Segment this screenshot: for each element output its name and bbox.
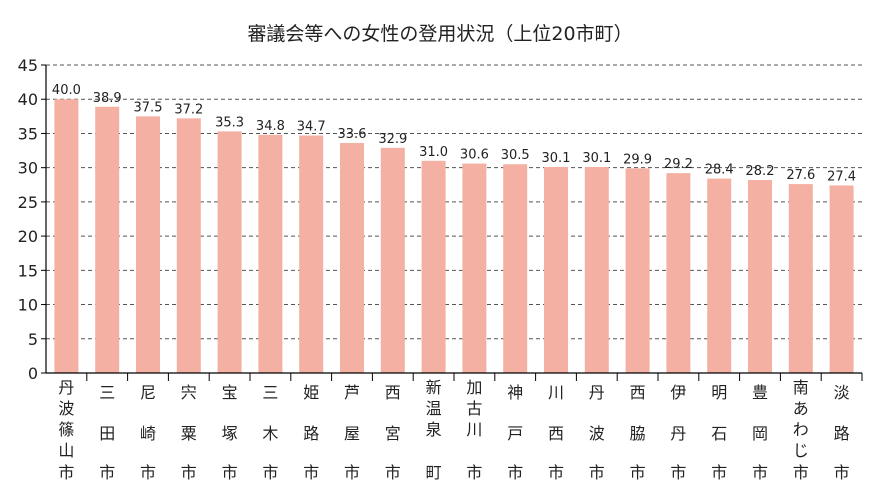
bar bbox=[625, 168, 650, 373]
x-tick-label: 淡路市 bbox=[834, 383, 850, 482]
data-label: 40.0 bbox=[52, 83, 81, 98]
data-label: 27.6 bbox=[786, 168, 815, 183]
x-tick-label: 芦屋市 bbox=[344, 383, 360, 482]
bar bbox=[217, 131, 242, 373]
gridlines bbox=[46, 64, 862, 340]
y-tick-label: 35 bbox=[18, 124, 38, 143]
data-label: 28.2 bbox=[746, 164, 775, 179]
data-label: 34.7 bbox=[297, 119, 326, 134]
x-tick-label: 丹波市 bbox=[589, 383, 605, 482]
x-axis: 丹波篠山市 三田市 尼崎市 宍粟市 宝塚市 三木市 姫路市 芦屋市 西宮市 新温泉町 加古川市 神戸市… bbox=[46, 372, 863, 482]
x-tick-label: 丹波篠山市 bbox=[58, 378, 74, 482]
bar bbox=[666, 173, 691, 373]
y-tick-label: 40 bbox=[18, 90, 38, 109]
bar bbox=[829, 185, 854, 373]
x-tick-label: 尼崎市 bbox=[140, 383, 156, 482]
y-tick-label: 30 bbox=[18, 159, 38, 178]
y-tick-label: 10 bbox=[18, 296, 38, 315]
x-tick-label: 西宮市 bbox=[385, 383, 401, 482]
bar bbox=[788, 184, 813, 373]
x-tick-label: 三木市 bbox=[262, 383, 278, 482]
x-tick-label: 宝塚市 bbox=[222, 383, 238, 482]
bar bbox=[748, 179, 772, 373]
data-label: 30.5 bbox=[501, 148, 530, 163]
data-label: 31.0 bbox=[419, 145, 448, 160]
bar bbox=[584, 166, 609, 373]
data-label: 33.6 bbox=[338, 127, 367, 142]
x-tick-label: 西脇市 bbox=[630, 383, 646, 482]
bar bbox=[503, 164, 528, 373]
x-tick-label: 姫路市 bbox=[303, 383, 319, 482]
data-label: 30.1 bbox=[542, 151, 571, 166]
x-tick-label: 神戸市 bbox=[507, 383, 523, 482]
y-tick-label: 45 bbox=[18, 56, 38, 75]
bar bbox=[258, 134, 283, 373]
bar bbox=[95, 106, 120, 374]
bar bbox=[462, 163, 487, 373]
data-label: 27.4 bbox=[827, 169, 856, 184]
x-tick-label: 宍粟市 bbox=[181, 383, 197, 482]
data-label: 29.9 bbox=[623, 152, 652, 167]
bar bbox=[136, 116, 160, 373]
x-tick-label: 豊岡市 bbox=[752, 383, 768, 482]
bar bbox=[299, 135, 324, 373]
data-label: 32.9 bbox=[378, 132, 407, 147]
x-tick-label: 伊丹市 bbox=[670, 383, 686, 482]
data-label: 38.9 bbox=[93, 91, 122, 106]
bar bbox=[421, 160, 446, 373]
chart-title: 審議会等への女性の登用状況（上位20市町） bbox=[247, 23, 632, 45]
data-label: 30.1 bbox=[582, 151, 611, 166]
data-label: 30.6 bbox=[460, 148, 489, 163]
data-label: 34.8 bbox=[256, 119, 285, 134]
x-tick-label: 南あわじ市 bbox=[793, 378, 809, 482]
y-tick-label: 5 bbox=[28, 330, 38, 349]
bar bbox=[707, 178, 732, 373]
x-tick-label: 加古川市 bbox=[466, 378, 482, 482]
x-tick-label: 三田市 bbox=[99, 383, 115, 482]
x-tick-label: 明石市 bbox=[711, 383, 727, 482]
y-tick-label: 25 bbox=[18, 193, 38, 212]
bar bbox=[54, 99, 79, 373]
data-label: 35.3 bbox=[215, 115, 244, 130]
bars: 40.0 38.9 37.5 37.2 35.3 34.8 34.7 33.6 32.9 31.0… bbox=[52, 83, 856, 374]
y-tick-label: 0 bbox=[28, 364, 38, 383]
data-label: 29.2 bbox=[664, 157, 693, 172]
x-tick-label: 新温泉町 bbox=[426, 378, 442, 482]
x-tick-label: 川西市 bbox=[548, 383, 564, 482]
bar bbox=[176, 118, 201, 374]
data-label: 37.5 bbox=[134, 100, 163, 115]
y-tick-label: 15 bbox=[18, 261, 38, 280]
bar bbox=[340, 143, 364, 373]
bar bbox=[544, 166, 568, 373]
y-tick-label: 20 bbox=[18, 227, 38, 246]
bar bbox=[380, 147, 405, 373]
y-axis: 0 5 10 15 20 25 30 35 40 45 bbox=[18, 56, 47, 383]
data-label: 37.2 bbox=[174, 102, 203, 117]
data-label: 28.4 bbox=[705, 163, 734, 178]
